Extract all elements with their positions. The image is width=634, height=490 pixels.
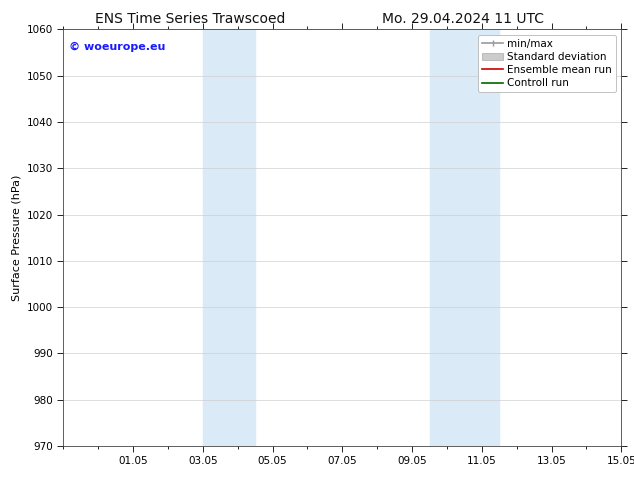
Text: ENS Time Series Trawscoed: ENS Time Series Trawscoed xyxy=(95,12,285,26)
Text: © woeurope.eu: © woeurope.eu xyxy=(69,42,165,52)
Bar xyxy=(429,29,500,446)
Bar xyxy=(203,29,255,446)
Legend: min/max, Standard deviation, Ensemble mean run, Controll run: min/max, Standard deviation, Ensemble me… xyxy=(478,35,616,92)
Text: Mo. 29.04.2024 11 UTC: Mo. 29.04.2024 11 UTC xyxy=(382,12,544,26)
Y-axis label: Surface Pressure (hPa): Surface Pressure (hPa) xyxy=(11,174,21,301)
